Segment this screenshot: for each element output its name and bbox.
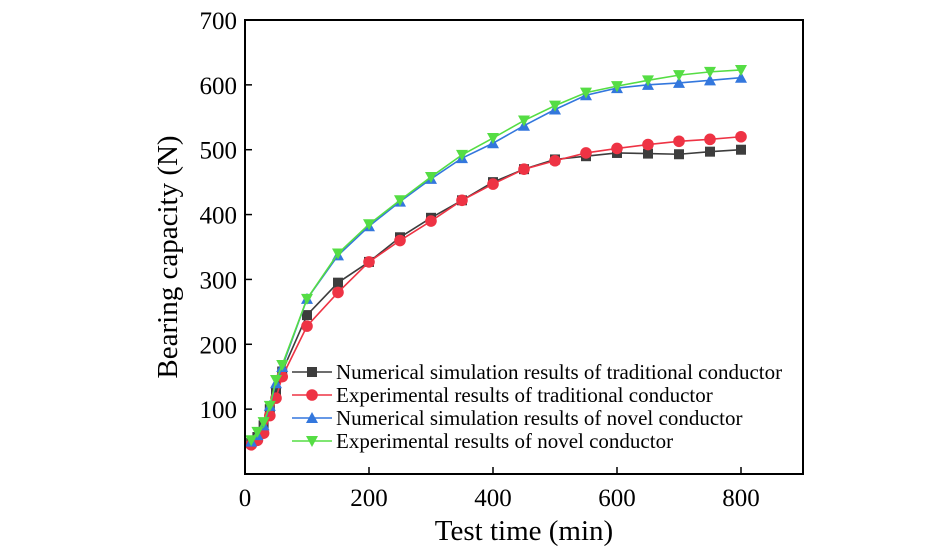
series-1-point [674,149,684,160]
series-2-point [642,138,654,151]
series-4-point [251,426,264,438]
y-tick-label: 200 [200,332,238,359]
legend-marker [306,436,318,447]
series-2-point [456,194,468,207]
series-4-point [642,75,654,87]
legend-item: Experimental results of novel conductor [292,429,673,453]
y-tick-label: 400 [200,203,238,230]
plot-frame [244,19,804,475]
series-4-point [394,195,406,207]
legend-label: Numerical simulation results of novel co… [336,406,743,430]
series-2-point [673,135,685,148]
series-3-point [735,71,747,83]
series-4-point [270,374,282,386]
legend-marker [306,389,318,401]
series-4-point [487,133,499,145]
series-2-point [735,130,747,143]
series-2-point [301,320,313,332]
series-2-point [332,286,344,299]
series-1-point [705,146,715,157]
series-4 [245,64,747,447]
series-4-point [257,417,270,429]
legend-item: Numerical simulation results of traditio… [292,360,782,384]
legend-marker [307,367,317,377]
y-tick-label: 500 [200,138,238,165]
series-2-point [518,163,530,175]
series-4-point [263,400,276,412]
series-1-point [333,277,343,288]
series-3-point [704,74,716,86]
series-4-point [276,360,289,372]
series-2-point [487,178,499,190]
series-4-point [245,435,258,447]
series-2-point [611,142,623,155]
series-4-point [332,248,344,260]
series-2-point [549,154,561,167]
series-4-point [735,64,747,76]
series-2-point [704,133,716,146]
series-4-point [456,149,468,161]
y-tick-label: 100 [200,397,238,424]
x-tick-label: 400 [474,485,512,512]
series-4-point [425,171,437,183]
series-4-point [704,66,716,78]
series-2-point [394,234,406,247]
series-3-point [673,76,685,88]
y-tick-label: 300 [200,267,238,294]
series-1-point [643,148,653,159]
series-4-point [301,293,313,305]
x-tick-label: 600 [598,485,636,512]
series-1-point [736,144,746,155]
legend-label: Numerical simulation results of traditio… [336,360,782,384]
x-tick-label: 800 [722,485,760,512]
series-4-point [673,70,685,82]
y-axis-title: Bearing capacity (N) [152,135,184,378]
series-2-point [580,147,592,159]
x-tick-label: 200 [350,485,388,512]
series-layer [245,64,747,451]
series-2-point [363,256,375,268]
legend-marker [306,412,318,423]
x-tick-label: 0 [239,485,252,512]
x-axis-title: Test time (min) [435,515,613,547]
series-1-point [302,310,312,321]
legend: Numerical simulation results of traditio… [292,360,782,453]
series-4-point [363,219,375,231]
series-4-point [518,115,530,127]
ticks-layer: 0 200 400 600 800 100 200 300 400 500 600 700 [200,8,760,512]
series-4-point [611,81,623,93]
legend-item: Numerical simulation results of novel co… [292,406,743,430]
legend-item: Experimental results of traditional cond… [292,383,713,407]
y-tick-label: 600 [200,73,238,100]
series-2-point [425,215,437,227]
series-4-point [549,100,561,112]
y-tick-label: 700 [200,8,238,35]
legend-label: Experimental results of traditional cond… [336,383,713,407]
legend-label: Experimental results of novel conductor [336,429,673,453]
series-4-point [580,87,592,99]
